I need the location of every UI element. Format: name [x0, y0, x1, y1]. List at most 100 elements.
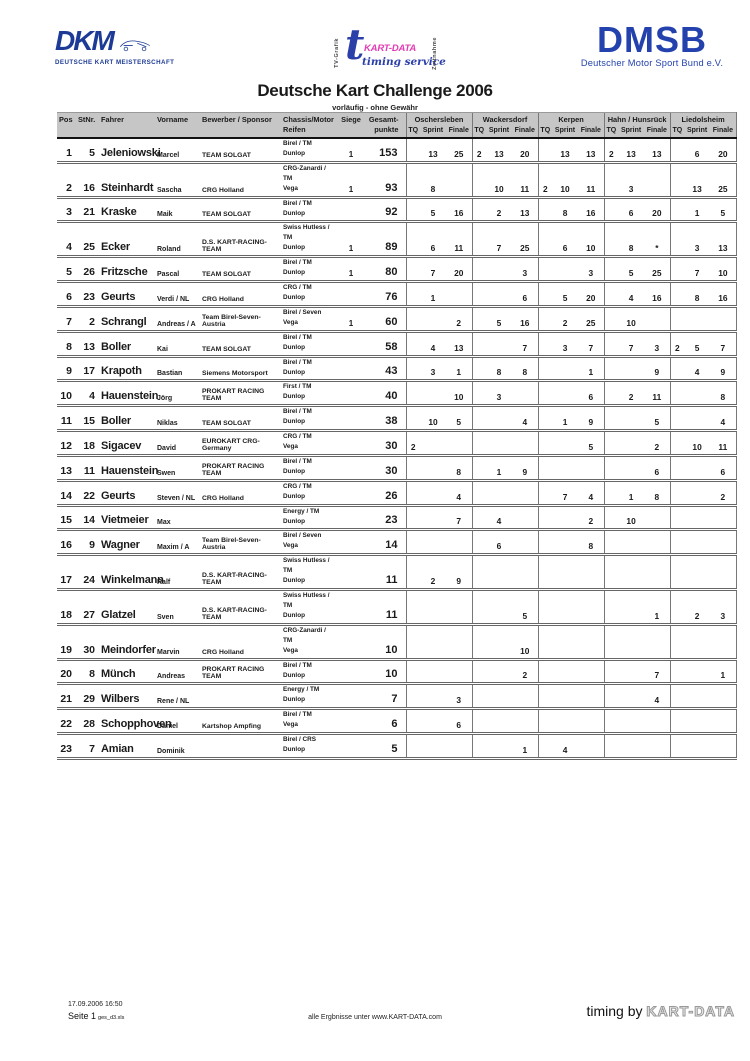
cell-total-points: 92	[385, 206, 398, 219]
cell-hahn-tq	[603, 529, 619, 555]
cell-pos: 4	[66, 241, 72, 254]
cell-driver-firstname: Sven	[157, 613, 174, 621]
cell-startnumber: 27	[83, 608, 95, 621]
cell-liedolsheim-finale	[710, 624, 737, 660]
cell-driver-lastname: Sigacev	[101, 439, 142, 452]
cell-hahn-finale: 20	[652, 208, 662, 219]
cell-pos: 14	[60, 489, 72, 502]
standings-table: Pos StNr. Fahrer Vorname Bewerber / Spon…	[57, 111, 737, 760]
cell-driver-lastname: Krapoth	[101, 365, 142, 378]
cell-oschersleben-finale	[446, 590, 472, 625]
cell-oschersleben-finale: 13	[454, 342, 464, 353]
kartdata-mark: t KART-DATA timing service	[343, 20, 446, 80]
cell-kerpen-sprint	[552, 659, 578, 684]
tyres-text: Dunlop	[283, 492, 306, 500]
subcol-finale: Finale	[446, 124, 473, 139]
cell-liedolsheim-tq	[669, 708, 685, 734]
cell-wins	[336, 624, 366, 659]
cell-hahn-tq	[603, 554, 619, 590]
cell-sponsor: PROKART RACING TEAM	[202, 462, 265, 477]
cell-liedolsheim-sprint: 6	[684, 136, 711, 163]
cell-liedolsheim-sprint	[684, 381, 710, 406]
cell-hahn-tq	[603, 430, 619, 456]
cell-hahn-finale: 8	[654, 491, 660, 502]
cell-kerpen-sprint	[552, 505, 578, 530]
cell-hahn-tq	[603, 405, 619, 431]
cell-liedolsheim-tq	[669, 589, 685, 625]
cell-driver-lastname: Schopphoven	[101, 718, 172, 731]
chassis-motor-text: Birel / TM	[283, 457, 312, 465]
col-header-event-oschersleben: Oschersleben	[405, 111, 473, 125]
cell-wackersdorf-sprint: 4	[496, 516, 502, 527]
cell-hahn-sprint: 7	[628, 342, 634, 353]
cell-liedolsheim-tq	[669, 306, 685, 332]
cell-startnumber: 23	[83, 290, 95, 303]
cell-startnumber: 30	[83, 643, 95, 656]
chassis-motor-text: Birel / TM	[283, 661, 312, 669]
cell-liedolsheim-sprint	[684, 684, 710, 709]
cell-hahn-finale	[644, 306, 670, 331]
cell-kerpen-finale: 5	[588, 441, 594, 452]
cell-hahn-finale: 7	[654, 670, 660, 681]
cell-liedolsheim-sprint	[684, 505, 710, 530]
cell-kerpen-sprint: 8	[562, 208, 568, 219]
cell-kerpen-finale	[578, 734, 604, 759]
tyres-text: Dunlop	[283, 696, 306, 704]
cell-driver-firstname: Steven / NL	[157, 494, 196, 502]
subcol-finale: Finale	[578, 124, 605, 139]
cell-wackersdorf-tq	[471, 356, 487, 381]
table-header: Pos StNr. Fahrer Vorname Bewerber / Spon…	[57, 111, 737, 139]
cell-hahn-tq	[603, 733, 619, 759]
driver-row: 23 7 Amian Dominik Birel / CRS Dunlop 5 …	[57, 733, 737, 759]
cell-wins	[336, 659, 366, 684]
cell-wins	[336, 282, 366, 307]
cell-chassis-tyres: CRG / TM Dunlop	[281, 282, 336, 307]
cell-wackersdorf-finale: 3	[522, 268, 528, 279]
cell-wackersdorf-sprint	[486, 406, 512, 431]
cell-hahn-finale	[644, 505, 670, 530]
cell-startnumber: 28	[83, 718, 95, 731]
cell-oschersleben-sprint: 5	[430, 208, 436, 219]
cell-liedolsheim-sprint: 5	[694, 342, 700, 353]
cell-liedolsheim-finale: 16	[710, 281, 737, 307]
cell-wackersdorf-finale: 6	[522, 292, 528, 303]
cell-driver-firstname: Jörg	[157, 395, 173, 403]
col-header-gesamt-line1: Gesamt-	[368, 115, 399, 124]
cell-total-points: 10	[385, 668, 398, 681]
cell-sponsor: D.S. KART-RACING-TEAM	[202, 239, 267, 254]
subcol-tq: TQ	[471, 124, 487, 139]
kartdata-brand-text: KART-DATA	[364, 43, 417, 54]
cell-hahn-finale	[644, 530, 670, 555]
cell-driver-firstname: Maxim / A	[157, 544, 190, 552]
cell-startnumber: 26	[83, 266, 95, 279]
cell-wackersdorf-tq	[471, 708, 487, 734]
driver-row: 14 22 Geurts Steven / NL CRG Holland CRG…	[57, 480, 737, 506]
cell-wins: 1	[348, 318, 354, 328]
cell-wackersdorf-sprint: 7	[496, 243, 502, 254]
cell-hahn-tq	[603, 624, 619, 660]
cell-hahn-sprint	[618, 590, 644, 625]
cell-oschersleben-finale: 8	[456, 466, 462, 477]
cell-liedolsheim-finale	[710, 733, 737, 759]
kartdata-outline-brand: KART-DATA	[646, 1003, 735, 1020]
cell-wackersdorf-finale: 10	[520, 645, 530, 656]
tyres-text: Dunlop	[283, 244, 306, 252]
cell-driver-lastname: Amian	[101, 743, 134, 755]
dmsb-logo-text: DMSB	[597, 19, 707, 60]
cell-liedolsheim-finale: 10	[710, 256, 737, 282]
cell-liedolsheim-sprint	[684, 306, 710, 331]
cell-hahn-sprint: 4	[628, 292, 634, 303]
cell-wins	[336, 709, 366, 734]
page-title: Deutsche Kart Challenge 2006	[257, 81, 493, 100]
col-header-gesamt-line2: punkte	[374, 124, 399, 134]
cell-wins	[336, 684, 366, 709]
cell-liedolsheim-tq	[669, 221, 685, 257]
cell-sponsor: TEAM SOLGAT	[202, 420, 251, 428]
cell-driver-lastname: Hauenstein	[101, 390, 159, 403]
cell-oschersleben-finale	[446, 734, 472, 759]
cell-liedolsheim-tq	[669, 405, 685, 431]
cell-wins	[336, 381, 366, 406]
cell-pos: 18	[60, 608, 72, 621]
cell-liedolsheim-tq	[669, 529, 685, 555]
cell-total-points: 5	[391, 743, 398, 755]
